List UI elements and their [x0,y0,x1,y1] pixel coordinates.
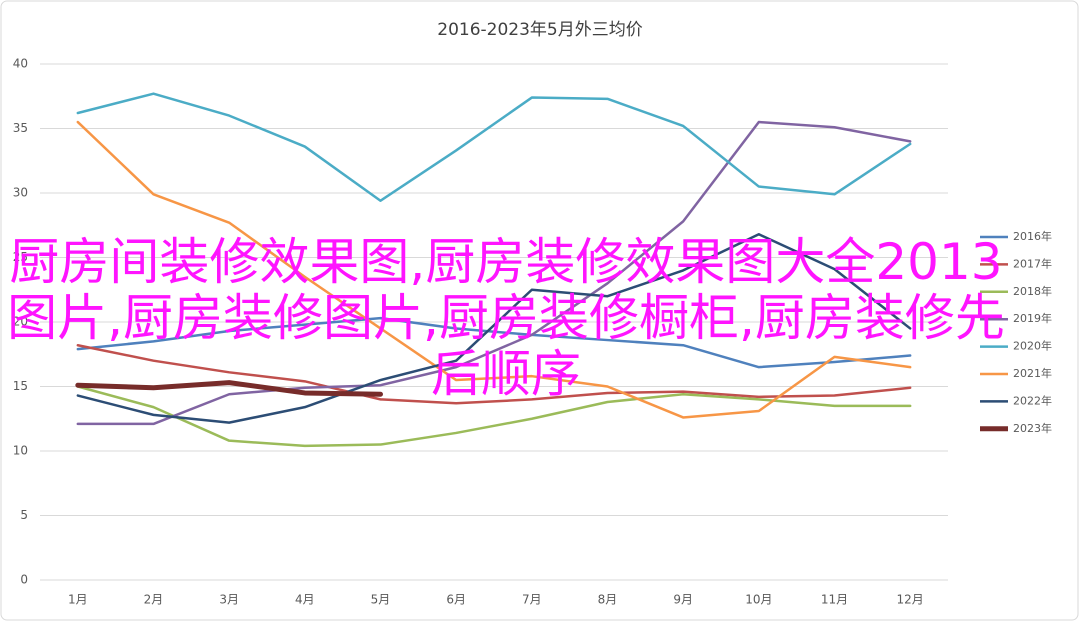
line-series [76,120,912,426]
x-tick-label: 2月 [144,593,164,607]
y-tick-label: 30 [13,186,28,200]
y-tick-label: 40 [13,57,28,71]
line-series [76,343,912,405]
x-tick-label: 11月 [821,593,848,607]
x-tick-label: 10月 [745,593,772,607]
legend-label: 2018年 [1013,284,1052,298]
x-tick-label: 1月 [68,593,88,607]
legend-label: 2022年 [1013,393,1052,407]
y-tick-label: 10 [13,444,28,458]
line-series [76,120,912,419]
legend-label: 2023年 [1013,421,1052,435]
x-tick-label: 8月 [598,593,618,607]
x-tick-label: 4月 [295,593,315,607]
x-tick-label: 12月 [897,593,924,607]
y-tick-label: 20 [13,315,28,329]
y-tick-label: 5 [20,508,28,522]
x-tick-label: 9月 [673,593,693,607]
x-tick-label: 3月 [219,593,239,607]
y-tick-label: 0 [20,573,28,587]
y-tick-label: 15 [13,379,28,393]
chart-title: 2016-2023年5月外三均价 [437,20,642,40]
legend-label: 2017年 [1013,256,1052,270]
y-tick-label: 35 [13,121,28,135]
line-series [75,380,383,397]
overlay-text: 厨房间装修效果图,厨房装修效果图大全2013图片,厨房装修图片,厨房装修橱柜,厨… [7,233,1005,403]
y-tick-label: 25 [13,250,28,264]
legend-label: 2021年 [1013,366,1052,380]
legend-label: 2020年 [1013,339,1052,353]
line-series [76,92,912,202]
x-tick-label: 5月 [371,593,391,607]
x-tick-label: 6月 [446,593,466,607]
legend-label: 2016年 [1013,229,1052,243]
line-series [76,233,912,424]
line-series [76,316,912,369]
legend-label: 2019年 [1013,311,1052,325]
x-tick-label: 7月 [522,593,542,607]
